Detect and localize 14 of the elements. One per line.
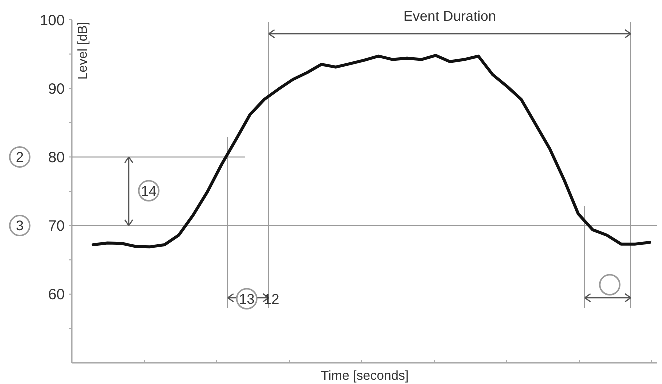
y-axis-title: Level [dB]: [75, 22, 90, 80]
y-tick-label: 100: [40, 12, 65, 30]
annotation: Event Duration: [404, 8, 496, 24]
y-tick-label: 90: [48, 80, 65, 98]
annotation: 13: [239, 290, 255, 307]
text: 3: [16, 218, 24, 234]
line-series: [92, 54, 652, 249]
text: 2: [16, 149, 24, 166]
y-tick-label: 60: [48, 286, 65, 304]
y-tick-label: 70: [48, 218, 65, 236]
x-axis-title: Time [seconds]: [321, 368, 409, 383]
annotation: 14: [141, 182, 157, 199]
y-tick-label: 80: [48, 149, 65, 166]
annotation: 12: [264, 290, 280, 307]
